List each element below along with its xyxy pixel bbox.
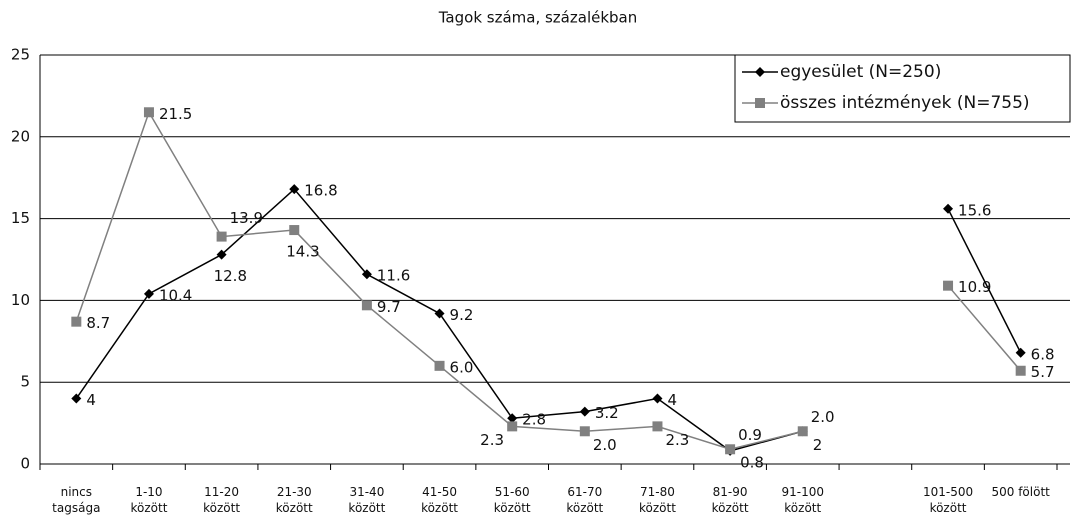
series-line: [947, 285, 1022, 372]
data-label: 5.7: [1031, 363, 1055, 381]
legend-box: [734, 54, 1071, 123]
marker: [507, 413, 518, 424]
x-tick-label: 21-30 között: [275, 485, 313, 515]
marker: [652, 421, 663, 432]
y-tick-label: 25: [11, 46, 30, 64]
marker: [361, 300, 372, 311]
data-label: 2: [813, 436, 823, 454]
data-label: 2.0: [811, 408, 835, 426]
data-label: 16.8: [304, 182, 337, 200]
x-tick-label: 101-500 között: [922, 485, 974, 515]
x-tick-label: nincs tagsága: [52, 485, 101, 515]
data-label: 13.9: [230, 209, 263, 227]
y-tick-label: 0: [20, 455, 30, 473]
x-tick-label: 11-20 között: [203, 485, 241, 515]
marker: [434, 308, 445, 319]
x-tick-label: 31-40 között: [348, 485, 386, 515]
data-label: 10.4: [159, 286, 192, 304]
data-label: 2.3: [480, 431, 504, 449]
y-tick-label: 5: [20, 373, 30, 391]
marker: [943, 280, 954, 291]
marker: [1015, 347, 1026, 358]
x-tick-label: 81-90 között: [711, 485, 749, 515]
marker: [71, 316, 82, 327]
marker: [943, 203, 954, 214]
x-tick-label: 71-80 között: [638, 485, 676, 515]
marker: [507, 421, 518, 432]
data-label: 4: [86, 391, 96, 409]
x-tick-label: 91-100 között: [781, 485, 824, 515]
data-label: 2.0: [593, 436, 617, 454]
chart-title: Tagok száma, százalékban: [438, 9, 638, 27]
data-label: 21.5: [159, 105, 192, 123]
data-label: 0.9: [738, 426, 762, 444]
data-label: 10.9: [958, 278, 991, 296]
data-label: 12.8: [214, 267, 247, 285]
data-label: 8.7: [86, 314, 110, 332]
x-tick-label: 51-60 között: [493, 485, 531, 515]
y-tick-label: 10: [11, 291, 30, 309]
x-tick-label: 1-10 között: [130, 485, 168, 515]
data-label: 11.6: [377, 267, 410, 285]
data-label: 9.2: [450, 306, 474, 324]
x-tick-label: 61-70 között: [566, 485, 604, 515]
y-tick-label: 20: [11, 127, 30, 145]
data-label: 14.3: [286, 243, 319, 261]
marker: [143, 107, 154, 118]
y-tick-label: 15: [11, 209, 30, 227]
data-label: 0.8: [740, 453, 764, 471]
series-line: [75, 188, 803, 452]
marker: [216, 249, 227, 260]
x-tick-label: 500 fölött: [991, 485, 1050, 499]
legend-label: egyesület (N=250): [780, 62, 941, 82]
legend-label: összes intézmények (N=755): [780, 93, 1030, 113]
legend-marker: [755, 98, 765, 108]
marker: [725, 444, 736, 455]
data-label: 15.6: [958, 201, 991, 219]
marker: [579, 406, 590, 417]
marker: [579, 426, 590, 437]
data-label: 3.2: [595, 404, 619, 422]
series-line: [75, 110, 803, 451]
data-label: 2.8: [522, 411, 546, 429]
marker: [216, 231, 227, 242]
data-label: 6.0: [450, 358, 474, 376]
marker: [143, 288, 154, 299]
data-label: 9.7: [377, 298, 401, 316]
marker: [797, 426, 808, 437]
x-tick-label: 41-50 között: [421, 485, 458, 515]
data-label: 4: [667, 391, 677, 409]
data-label: 2.3: [665, 431, 689, 449]
series-line: [947, 208, 1022, 354]
marker: [652, 393, 663, 404]
marker: [71, 393, 82, 404]
marker: [289, 184, 300, 195]
marker: [289, 225, 300, 236]
marker: [434, 360, 445, 371]
legend-marker: [755, 67, 765, 77]
marker: [361, 269, 372, 280]
data-label: 6.8: [1031, 345, 1055, 363]
marker: [1015, 365, 1026, 376]
